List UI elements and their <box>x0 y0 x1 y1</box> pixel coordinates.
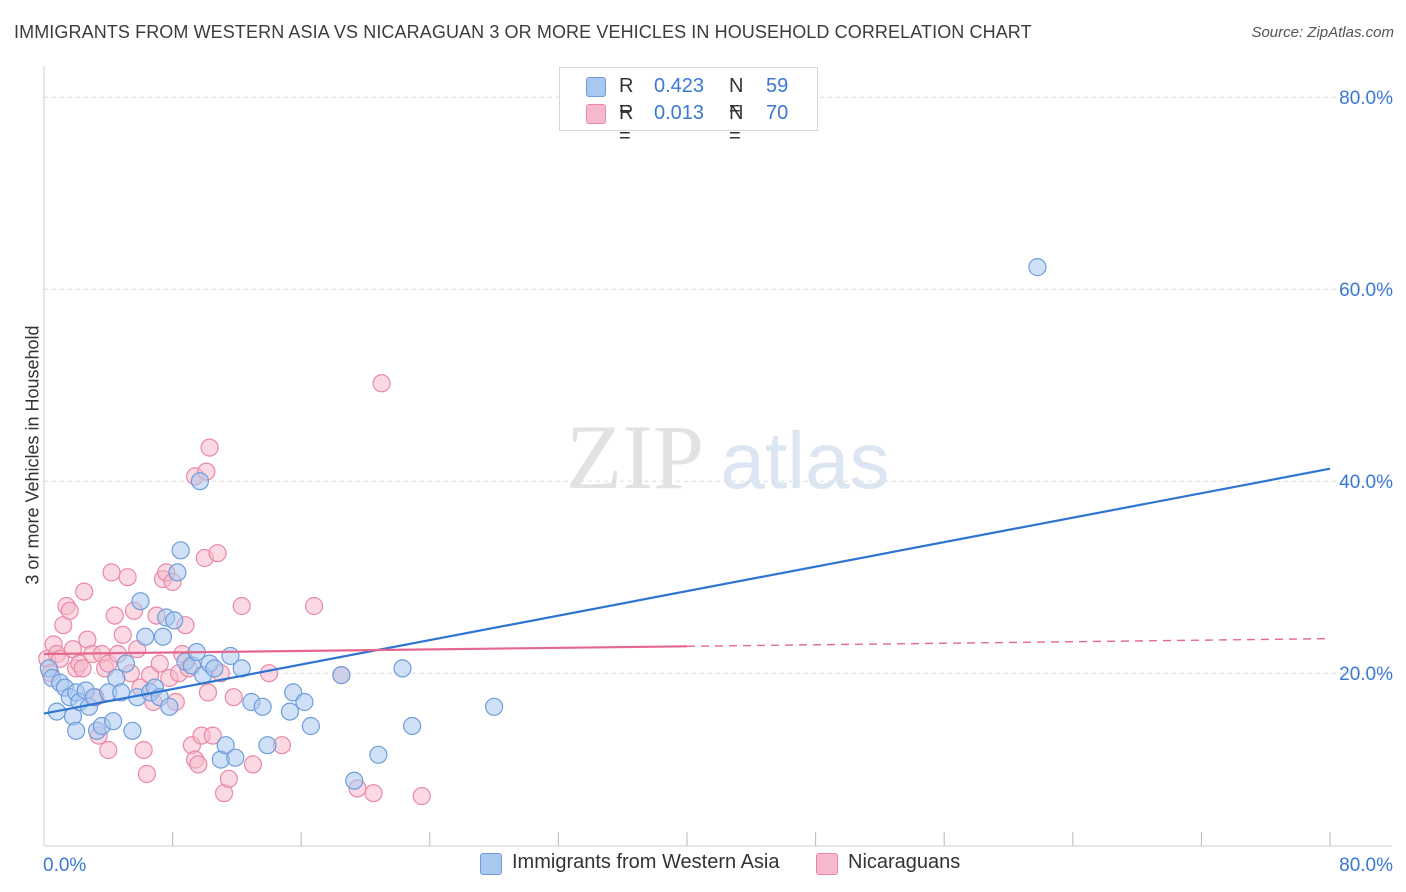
data-point <box>203 726 222 745</box>
r-value: 0.013 <box>654 102 705 124</box>
data-point <box>243 755 263 774</box>
data-point <box>259 664 279 683</box>
nicaraguans-swatch <box>586 104 606 124</box>
data-point <box>224 688 243 707</box>
data-point <box>67 721 86 740</box>
data-point <box>208 544 227 563</box>
data-point <box>304 596 324 616</box>
data-point <box>393 659 412 678</box>
data-point <box>160 697 179 716</box>
watermark: ZIP atlas <box>566 406 889 508</box>
data-point <box>253 697 272 716</box>
trend-line <box>43 645 688 656</box>
data-point <box>372 374 391 393</box>
data-point <box>258 736 277 755</box>
r-label: R = <box>619 102 634 147</box>
n-value: 59 <box>766 75 789 97</box>
data-point <box>116 654 136 673</box>
trend-line-extension <box>686 637 1331 648</box>
stats-legend: R = 0.423 N = 59 R = 0.013 N = 70 <box>559 67 818 147</box>
data-point <box>205 659 224 678</box>
data-point <box>150 654 169 673</box>
data-point <box>153 627 173 646</box>
source-credit: Source: ZipAtlas.com <box>1251 24 1394 41</box>
data-point <box>369 745 388 764</box>
y-tick-label: 80.0% <box>1339 88 1393 109</box>
n-label: N = <box>729 102 744 147</box>
data-point <box>198 683 218 702</box>
data-point <box>364 784 383 803</box>
data-point <box>485 697 504 716</box>
data-point <box>412 786 431 806</box>
data-point <box>280 702 300 721</box>
x-tick-label: 0.0% <box>43 855 86 876</box>
data-point <box>200 438 219 457</box>
data-point <box>1028 258 1047 277</box>
n-value: 70 <box>766 102 789 124</box>
data-point <box>113 625 132 644</box>
legend-label: Nicaraguans <box>848 851 961 873</box>
y-tick-labels: 20.0% 40.0% 60.0% 80.0% <box>1339 88 1393 685</box>
data-point <box>345 771 364 790</box>
trend-line <box>43 467 1331 715</box>
data-point <box>104 712 123 731</box>
western-asia-legend-swatch <box>480 853 502 875</box>
data-point <box>131 592 150 611</box>
data-point <box>216 736 235 755</box>
data-point <box>118 568 137 587</box>
data-point <box>134 740 153 760</box>
data-point <box>73 659 92 678</box>
data-point <box>232 596 251 616</box>
n-label: N = <box>729 75 744 120</box>
data-point <box>102 563 121 582</box>
data-point <box>99 740 118 760</box>
trend-lines <box>43 467 1331 715</box>
chart-title: IMMIGRANTS FROM WESTERN ASIA VS NICARAGU… <box>14 22 1032 42</box>
y-tick-label: 40.0% <box>1339 472 1393 493</box>
watermark-zip: ZIP <box>566 406 704 508</box>
legend-label: Immigrants from Western Asia <box>512 851 780 873</box>
r-value: 0.423 <box>654 75 705 97</box>
y-tick-label: 20.0% <box>1339 664 1393 685</box>
x-tick-labels: 0.0% 80.0% <box>43 855 1393 876</box>
data-point <box>60 601 79 620</box>
data-point <box>123 721 142 740</box>
data-point <box>219 769 238 788</box>
data-point <box>171 541 190 560</box>
watermark-atlas: atlas <box>721 416 890 505</box>
data-point <box>137 764 156 784</box>
r-label: R = <box>619 75 634 120</box>
data-point <box>136 627 155 646</box>
data-point <box>190 472 210 491</box>
x-tick-label: 80.0% <box>1339 855 1393 876</box>
data-point <box>168 563 187 582</box>
data-points <box>38 258 1047 806</box>
y-axis-label: 3 or more Vehicles in Household <box>22 325 43 585</box>
data-point <box>295 692 314 712</box>
nicaraguans-legend-swatch <box>816 853 838 875</box>
data-point <box>165 611 184 630</box>
data-point <box>332 666 351 685</box>
data-point <box>189 755 208 774</box>
western-asia-swatch <box>586 77 606 97</box>
data-point <box>301 716 320 736</box>
data-point <box>403 716 422 736</box>
gridlines <box>44 96 1392 674</box>
data-point <box>226 748 245 767</box>
axes <box>43 66 1392 847</box>
y-tick-label: 60.0% <box>1339 280 1393 301</box>
data-point <box>105 606 124 625</box>
data-point <box>75 582 94 601</box>
